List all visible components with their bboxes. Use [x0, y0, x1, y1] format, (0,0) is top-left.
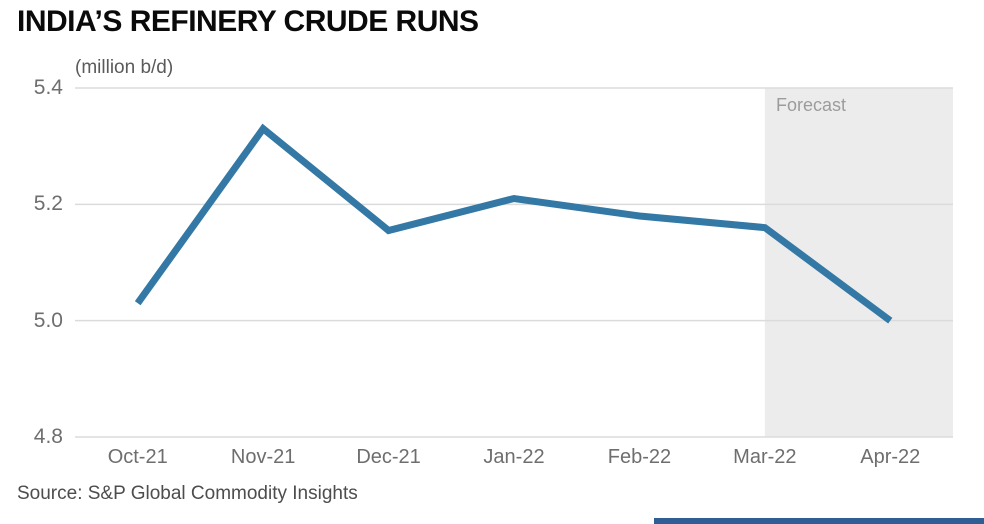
forecast-band: [764, 88, 953, 437]
chart-title: INDIA’S REFINERY CRUDE RUNS: [17, 5, 479, 38]
x-tick-label: Nov-21: [230, 446, 296, 468]
x-tick-label: Apr-22: [860, 446, 921, 468]
x-tick-label: Jan-22: [483, 446, 545, 468]
y-tick-label: 5.0: [33, 308, 63, 332]
brand-accent-bar: [654, 518, 984, 524]
x-tick-label: Oct-21: [107, 446, 168, 468]
forecast-region-label: Forecast: [776, 95, 847, 115]
x-tick-label: Feb-22: [607, 446, 672, 468]
y-tick-label: 5.2: [33, 192, 63, 216]
y-tick-label: 4.8: [33, 425, 63, 448]
x-tick-label: Dec-21: [356, 446, 421, 468]
crude-runs-line-series: [134, 123, 893, 324]
x-tick-label: Mar-22: [733, 446, 797, 468]
source-attribution: Source: S&P Global Commodity Insights: [17, 483, 358, 504]
y-tick-label: 5.4: [33, 76, 63, 99]
y-axis-unit-label: (million b/d): [75, 57, 174, 78]
